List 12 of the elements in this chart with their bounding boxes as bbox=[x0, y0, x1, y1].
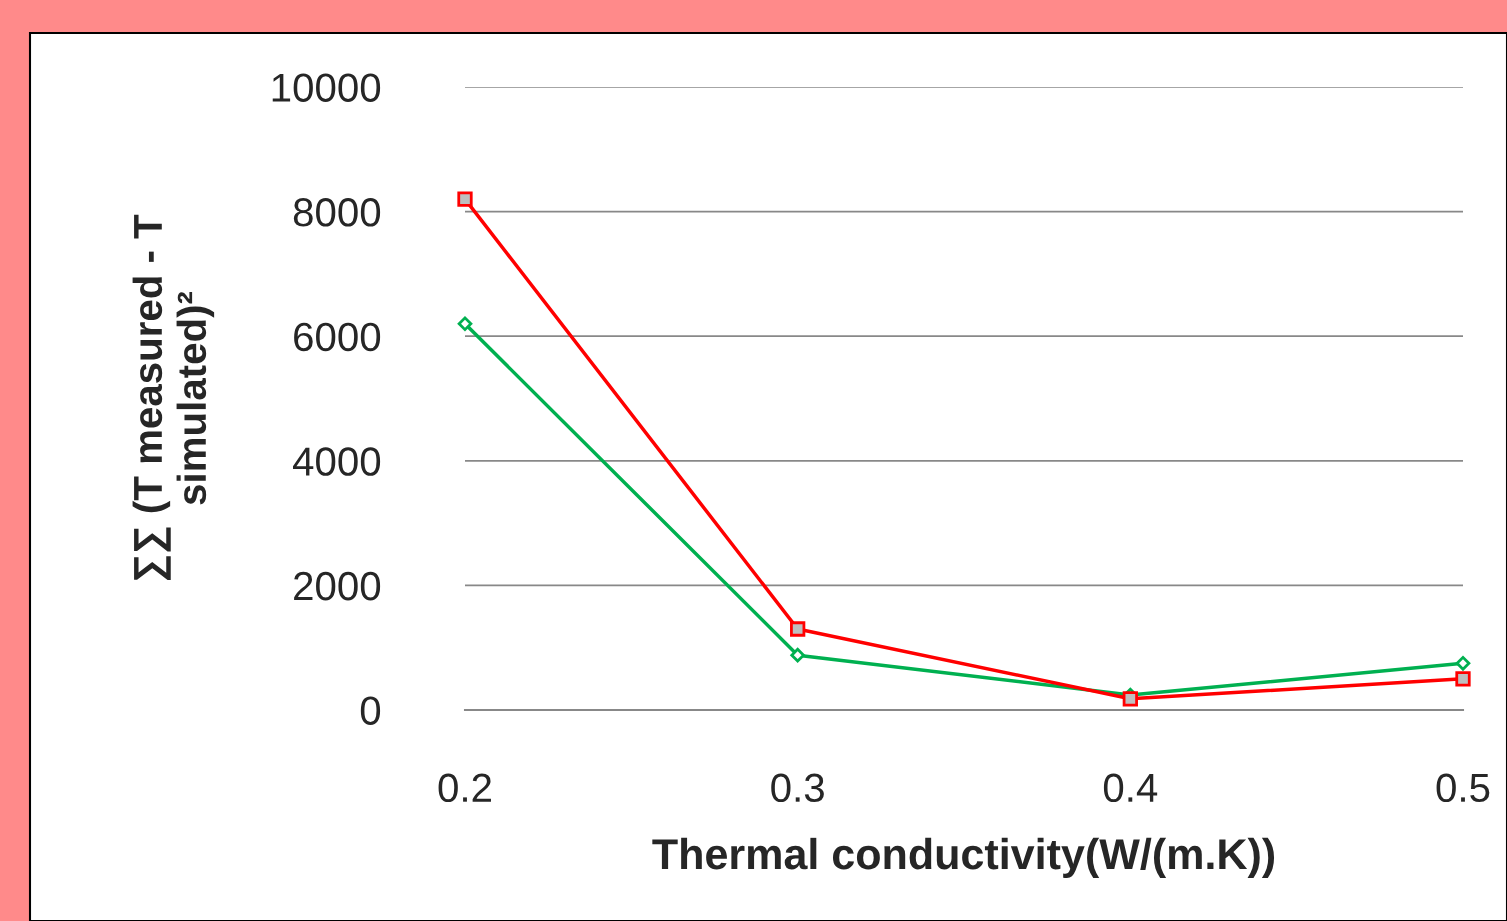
y-tick-label: 4000 bbox=[293, 447, 381, 476]
x-tick-label: 0.2 bbox=[438, 773, 491, 803]
y-tick-label: 10000 bbox=[272, 73, 381, 102]
x-tick-label: 0.5 bbox=[1436, 773, 1490, 803]
y-tick-label: 0 bbox=[360, 696, 381, 725]
y-tick-label: 6000 bbox=[294, 322, 381, 352]
x-tick-label: 0.3 bbox=[771, 773, 824, 803]
x-tick-label: 0.4 bbox=[1103, 773, 1158, 803]
y-tick-label: 2000 bbox=[294, 571, 381, 601]
x-axis-title: Thermal conductivity(W/(m.K)) bbox=[652, 837, 1275, 878]
y-axis-title: ∑∑ (T measured - T simulated)² bbox=[132, 214, 215, 581]
y-tick-label: 8000 bbox=[293, 198, 381, 227]
